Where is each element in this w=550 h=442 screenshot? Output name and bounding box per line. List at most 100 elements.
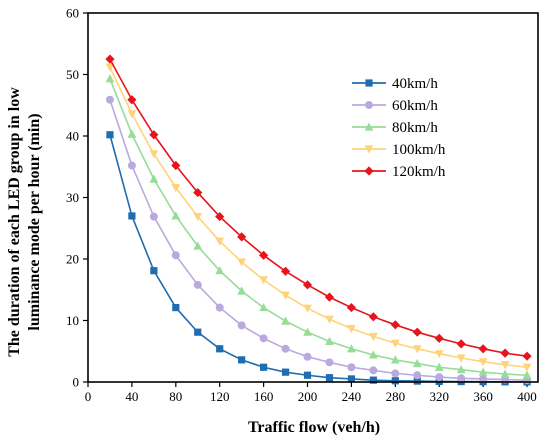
data-point	[500, 348, 510, 358]
data-point	[412, 358, 422, 368]
data-point	[391, 369, 400, 378]
data-point	[172, 303, 180, 312]
data-point	[149, 212, 158, 221]
legend: 40km/h 60km/h 80km/h 100km/h 120km/h	[352, 76, 446, 180]
legend-swatch-marker	[365, 79, 373, 87]
x-axis-title: Traffic flow (veh/h)	[248, 419, 380, 436]
x-tick-label: 200	[298, 389, 318, 404]
legend-label: 40km/h	[392, 76, 438, 92]
data-point	[193, 280, 202, 289]
data-point	[325, 358, 334, 367]
data-point	[478, 367, 488, 376]
data-point	[127, 129, 137, 138]
data-point	[324, 292, 335, 302]
legend-label: 60km/h	[392, 98, 438, 114]
data-point	[434, 350, 444, 359]
data-point	[325, 315, 334, 324]
series-100km-h	[105, 63, 532, 372]
data-point	[325, 336, 334, 346]
x-tick-label: 400	[517, 389, 537, 404]
x-tick-label: 280	[386, 389, 406, 404]
data-point	[456, 354, 466, 363]
data-point	[435, 373, 444, 382]
data-point	[303, 371, 312, 379]
data-point	[500, 369, 510, 378]
data-point	[105, 95, 114, 104]
data-point	[478, 344, 488, 354]
plot-border	[87, 12, 539, 383]
series-line	[109, 66, 528, 369]
data-point	[281, 344, 290, 353]
x-tick-label: 320	[429, 389, 449, 404]
data-point	[171, 160, 181, 171]
legend-swatch-marker	[364, 166, 374, 176]
legend-swatch-marker	[364, 145, 374, 154]
x-tick-label: 0	[85, 389, 92, 404]
legend-item: 40km/h	[352, 76, 438, 92]
y-axis-title: The duration of each LED group in low lu…	[6, 87, 43, 357]
data-point	[434, 362, 444, 371]
data-point	[281, 316, 290, 325]
y-tick-label: 30	[66, 190, 79, 205]
data-point	[390, 320, 400, 330]
data-point	[369, 366, 378, 375]
legend-item: 60km/h	[352, 98, 438, 114]
series-layer	[105, 54, 532, 386]
series-60km-h	[105, 95, 532, 385]
data-point	[216, 345, 224, 353]
data-point	[215, 211, 225, 222]
data-point	[281, 368, 290, 376]
data-point	[347, 375, 356, 383]
data-point	[127, 110, 137, 119]
data-point	[171, 251, 180, 260]
data-point	[127, 95, 137, 105]
legend-swatch-marker	[364, 122, 374, 131]
data-point	[259, 276, 269, 285]
data-point	[325, 374, 334, 382]
data-point	[478, 358, 488, 367]
data-point	[105, 54, 115, 64]
data-point	[522, 370, 532, 379]
y-tick-label: 50	[66, 67, 79, 82]
data-point	[149, 130, 159, 140]
data-point	[259, 302, 269, 312]
data-point	[280, 266, 291, 276]
x-tick-label: 120	[210, 389, 230, 404]
x-tick-label: 160	[254, 389, 274, 404]
y-tick-label: 10	[66, 313, 79, 328]
series-120km-h	[105, 54, 532, 361]
data-point	[281, 291, 290, 300]
data-point	[193, 187, 203, 198]
series-40km-h	[106, 131, 531, 386]
legend-label: 120km/h	[392, 164, 446, 180]
data-point	[238, 356, 246, 364]
data-point	[303, 352, 312, 361]
series-80km-h	[105, 74, 532, 379]
series-line	[109, 78, 528, 377]
data-point	[237, 232, 247, 242]
y-tick-label: 40	[66, 129, 79, 144]
data-point	[347, 344, 356, 353]
x-tick-label: 240	[342, 389, 362, 404]
data-point	[413, 371, 422, 380]
series-line	[109, 99, 528, 381]
data-point	[127, 161, 136, 170]
y-tick-label: 60	[66, 6, 79, 21]
data-point	[413, 377, 421, 385]
data-point	[390, 355, 400, 364]
data-point	[105, 74, 115, 83]
data-point	[106, 131, 114, 139]
data-point	[171, 211, 181, 220]
data-point	[259, 334, 268, 343]
data-point	[434, 333, 444, 343]
legend-item: 120km/h	[352, 164, 446, 180]
data-point	[193, 212, 203, 222]
data-point	[193, 241, 203, 250]
data-point	[412, 345, 422, 354]
legend-item: 80km/h	[352, 120, 438, 136]
data-point	[346, 302, 357, 313]
data-point	[237, 321, 246, 330]
plot-frame	[87, 12, 539, 383]
data-point	[303, 327, 312, 336]
